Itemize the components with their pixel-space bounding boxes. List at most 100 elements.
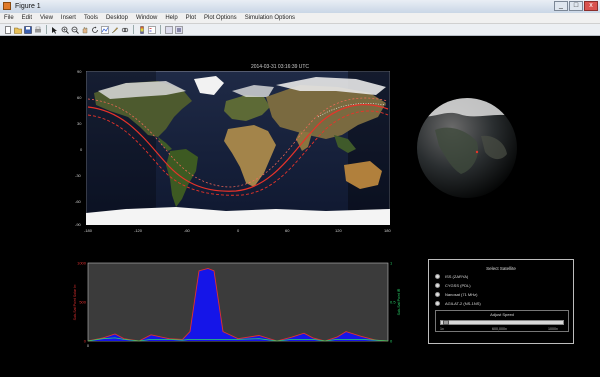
satellite-marker [475,150,479,154]
menu-help[interactable]: Help [165,15,178,21]
menu-insert[interactable]: Insert [60,15,76,21]
southeast-asia [334,135,356,153]
minimize-button[interactable]: _ [554,1,568,11]
ground-track-primary [87,103,389,192]
radio-button[interactable] [435,301,440,306]
map-ytick: 30 [77,121,82,126]
menu-plot[interactable]: Plot [185,15,196,21]
europe [224,95,270,121]
africa [224,125,276,187]
hide-plot-icon[interactable] [165,25,173,34]
map-xtick: 60 [285,228,290,233]
satellite-option[interactable]: Nanosat (71 MHz) [435,292,477,297]
asia [266,85,386,139]
map-ytick: 90 [77,69,82,74]
right-axis-label: Sub-Sat Point IR [397,288,401,315]
ground-track-secondary [87,110,389,196]
australia [344,161,382,189]
left-axis-tick: 1000 [77,261,87,266]
speed-slider[interactable] [440,320,564,325]
toolbar-separator [160,25,161,34]
window-controls: _ □ x [554,1,598,11]
ground-track-white-ne [317,103,387,118]
right-axis-tick: 0.5 [390,300,396,305]
figure-toolbar [0,24,600,36]
map-ytick: -60 [75,199,81,204]
asia-snow [276,77,386,95]
open-icon[interactable] [14,26,22,34]
toolbar-separator [133,25,134,34]
adjust-speed-title: Adjust Speed [490,312,514,317]
rotate-icon[interactable] [91,26,99,34]
print-icon[interactable] [34,26,42,34]
satellite-option-label: ISS (ZARYA) [445,274,469,279]
legend-icon[interactable] [148,25,156,34]
data-cursor-icon[interactable] [101,25,109,34]
menu-desktop[interactable]: Desktop [105,15,128,21]
menu-edit[interactable]: Edit [21,15,33,21]
satellite-option[interactable]: CYGSS (PDL) [435,283,471,288]
x-axis-tick: 0 [87,343,90,348]
map-xtick: -180 [84,228,93,233]
zoom-in-icon[interactable] [61,26,69,34]
central-america [158,137,172,151]
map-ytick: -30 [75,173,81,178]
title-bar: Figure 1 _ □ x [0,0,600,14]
menu-window[interactable]: Window [135,15,158,21]
right-axis-tick: 0 [390,339,393,344]
satellite-option[interactable]: AGILAT-2 (NS-1NS) [435,301,481,306]
right-axis-tick: 1 [390,261,393,266]
menu-view[interactable]: View [40,15,53,21]
left-axis-tick: 500 [79,300,86,305]
map-xtick: -120 [134,228,143,233]
speed-min-label: 1x [440,327,444,331]
brush-icon[interactable] [111,26,119,34]
matlab-logo-icon [3,2,11,10]
map-ytick: 0 [80,147,83,152]
antarctica [86,207,390,225]
europe-snow [232,85,274,97]
map-xtick: 120 [335,228,342,233]
link-icon[interactable] [121,26,129,34]
maximize-button[interactable]: □ [569,1,583,11]
globe-landmass [435,127,479,174]
map-xtick: 0 [237,228,240,233]
speed-mid-label: 600,000x [492,327,507,331]
globe-arctic-ice [423,98,513,117]
adjust-speed-group: Adjust Speed 1x 600,000x 1000x [435,310,569,332]
save-icon[interactable] [24,25,32,34]
select-satellite-title: Select Satellite [486,266,516,271]
radio-button[interactable] [435,292,440,297]
new-icon[interactable] [4,25,12,34]
menu-tools[interactable]: Tools [83,15,98,21]
map-xtick: 180 [384,228,391,233]
globe-3d-view[interactable] [415,86,519,210]
arrow-icon[interactable] [51,26,59,34]
close-button[interactable]: x [584,1,598,11]
menu-plot-options[interactable]: Plot Options [204,15,237,21]
pan-icon[interactable] [81,26,89,34]
radio-button[interactable] [435,283,440,288]
zoom-out-icon[interactable] [71,26,79,34]
slider-thumb[interactable] [443,320,450,325]
radio-button[interactable] [435,274,440,279]
menu-file[interactable]: File [4,15,14,21]
show-plot-icon[interactable] [175,25,183,34]
ground-track-map[interactable] [86,71,390,225]
satellite-option-label: Nanosat (71 MHz) [445,292,478,297]
speed-max-label: 1000x [548,327,558,331]
left-axis-tick: 0 [84,339,87,344]
satellite-control-panel: Select Satellite ISS (ZARYA) CYGSS (PDL)… [428,259,574,344]
satellite-option[interactable]: ISS (ZARYA) [435,274,468,279]
toolbar-separator [46,25,47,34]
north-america-snow [98,81,186,99]
menu-simulation-options[interactable]: Simulation Options [244,15,296,21]
globe-landmass [481,135,507,160]
ground-track-tertiary [87,97,389,188]
window-title: Figure 1 [15,3,41,10]
ir-line [87,337,389,342]
colorbar-icon[interactable] [138,25,146,34]
plot-area [87,262,389,342]
